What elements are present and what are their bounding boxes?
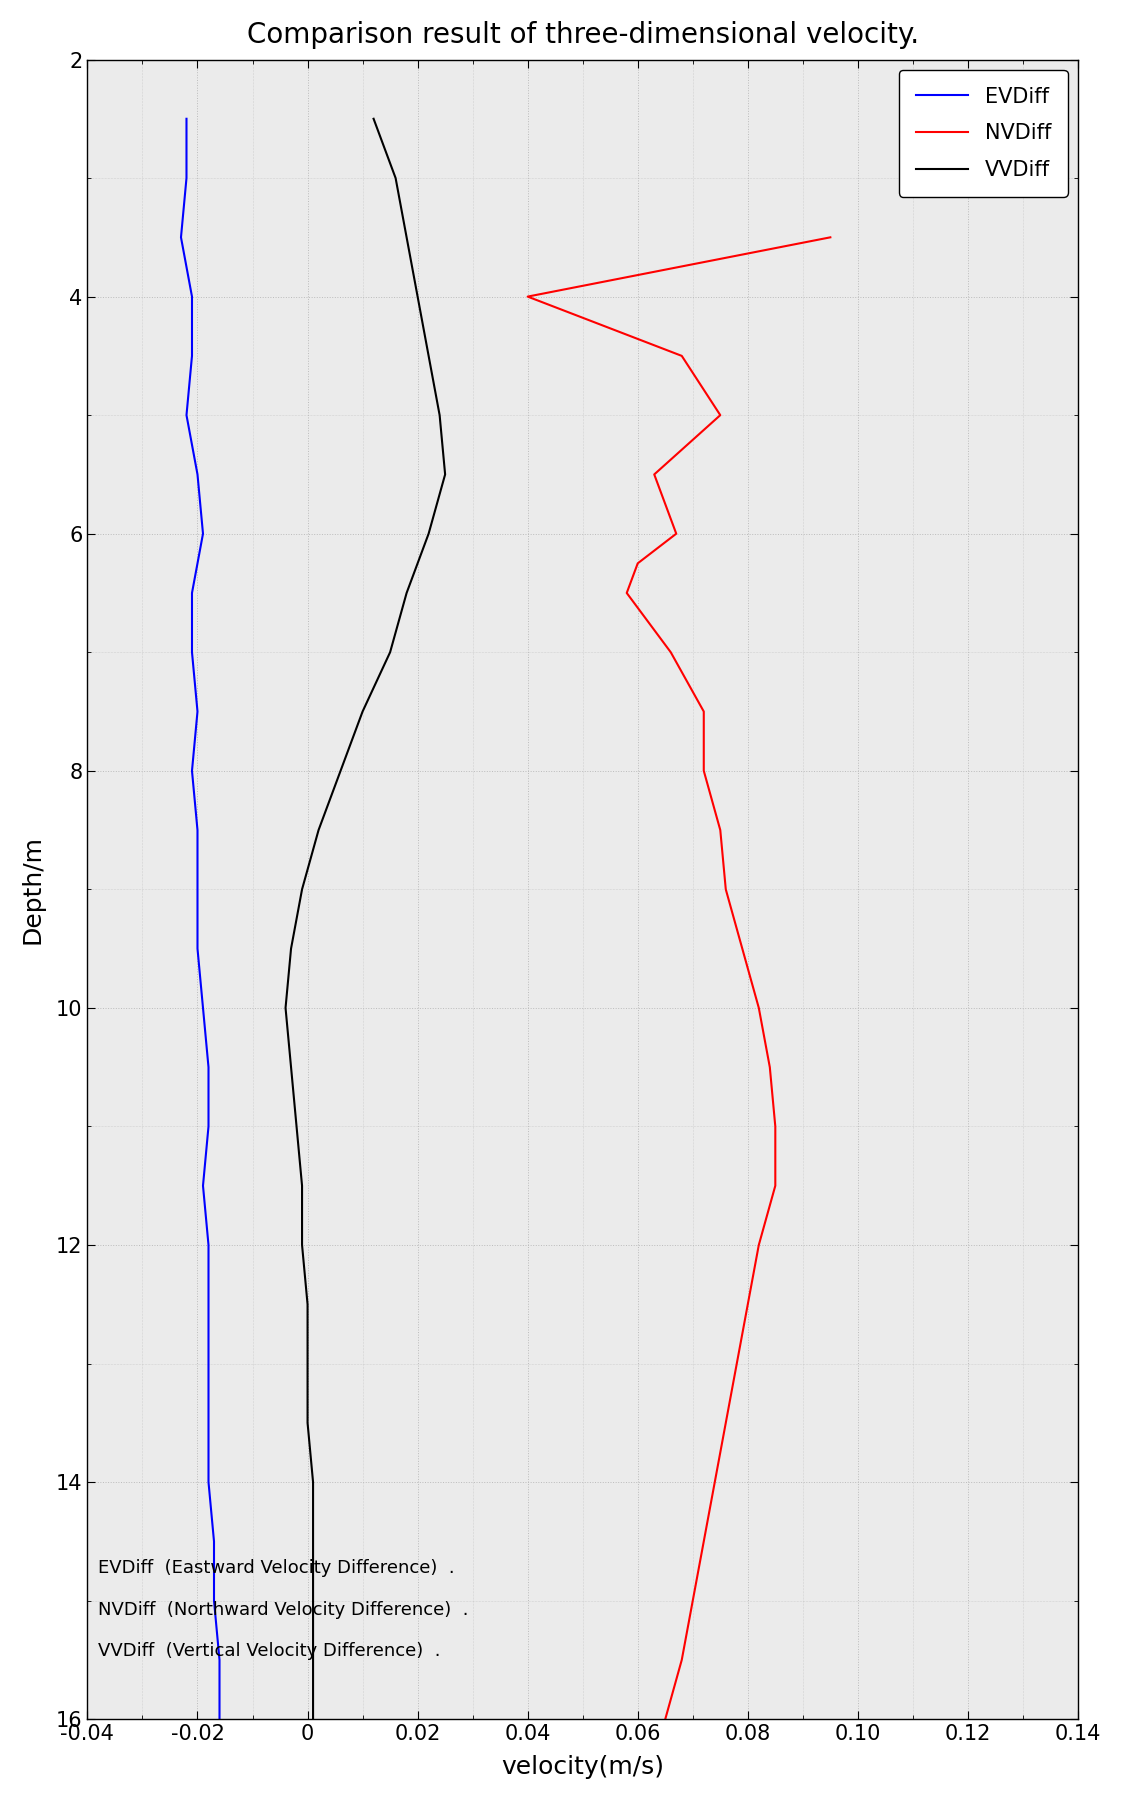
EVDiff (202, 1116, 215, 1138)
NVDiff (741, 1294, 754, 1316)
EVDiff (185, 641, 199, 662)
NVDiff (697, 700, 710, 722)
VVDiff (367, 108, 380, 130)
NVDiff (824, 227, 837, 248)
VVDiff (422, 522, 435, 544)
EVDiff (180, 167, 193, 189)
EVDiff (208, 1589, 221, 1611)
VVDiff (289, 1116, 303, 1138)
VVDiff (439, 464, 452, 486)
EVDiff (196, 997, 210, 1019)
NVDiff (620, 581, 634, 603)
NVDiff (697, 1530, 710, 1552)
EVDiff (208, 1530, 221, 1552)
VVDiff (399, 581, 413, 603)
EVDiff (202, 1235, 215, 1256)
Title: Comparison result of three-dimensional velocity.: Comparison result of three-dimensional v… (247, 22, 919, 49)
NVDiff (769, 1116, 782, 1138)
EVDiff (191, 938, 204, 959)
NVDiff (664, 641, 678, 662)
NVDiff (719, 878, 733, 900)
NVDiff (675, 1649, 689, 1670)
Text: NVDiff  (Northward Velocity Difference)  .: NVDiff (Northward Velocity Difference) . (99, 1600, 469, 1618)
Line: EVDiff: EVDiff (181, 119, 220, 1719)
NVDiff (675, 346, 689, 367)
X-axis label: velocity(m/s): velocity(m/s) (502, 1755, 664, 1778)
NVDiff (521, 286, 534, 308)
NVDiff (769, 1175, 782, 1197)
VVDiff (334, 760, 348, 781)
VVDiff (356, 700, 369, 722)
VVDiff (306, 1649, 320, 1670)
EVDiff (191, 464, 204, 486)
EVDiff (202, 1411, 215, 1433)
EVDiff (185, 581, 199, 603)
NVDiff (670, 522, 683, 544)
NVDiff (719, 1411, 733, 1433)
EVDiff (191, 700, 204, 722)
VVDiff (295, 1235, 309, 1256)
EVDiff (196, 522, 210, 544)
VVDiff (278, 997, 292, 1019)
EVDiff (202, 1354, 215, 1375)
VVDiff (433, 405, 447, 427)
NVDiff (714, 819, 727, 841)
VVDiff (284, 1057, 297, 1078)
EVDiff (202, 1294, 215, 1316)
EVDiff (185, 286, 199, 308)
NVDiff (686, 1589, 699, 1611)
VVDiff (422, 346, 435, 367)
NVDiff (659, 1708, 672, 1730)
EVDiff (196, 1175, 210, 1197)
EVDiff (180, 405, 193, 427)
VVDiff (295, 878, 309, 900)
EVDiff (185, 346, 199, 367)
Line: NVDiff: NVDiff (527, 238, 830, 1719)
VVDiff (306, 1708, 320, 1730)
NVDiff (631, 553, 644, 574)
VVDiff (306, 1530, 320, 1552)
EVDiff (180, 108, 193, 130)
NVDiff (763, 1057, 776, 1078)
NVDiff (647, 464, 661, 486)
NVDiff (697, 760, 710, 781)
EVDiff (185, 760, 199, 781)
NVDiff (730, 1354, 744, 1375)
VVDiff (301, 1294, 314, 1316)
Y-axis label: Depth/m: Depth/m (21, 835, 45, 943)
VVDiff (312, 819, 325, 841)
EVDiff (191, 878, 204, 900)
VVDiff (306, 1589, 320, 1611)
NVDiff (736, 938, 749, 959)
VVDiff (384, 641, 397, 662)
NVDiff (708, 1471, 721, 1492)
EVDiff (202, 1471, 215, 1492)
NVDiff (752, 997, 765, 1019)
Text: VVDiff  (Vertical Velocity Difference)  .: VVDiff (Vertical Velocity Difference) . (99, 1642, 441, 1660)
NVDiff (752, 1235, 765, 1256)
EVDiff (202, 1057, 215, 1078)
VVDiff (301, 1411, 314, 1433)
VVDiff (301, 1354, 314, 1375)
EVDiff (191, 819, 204, 841)
VVDiff (295, 1175, 309, 1197)
VVDiff (399, 227, 413, 248)
EVDiff (213, 1708, 227, 1730)
VVDiff (284, 938, 297, 959)
Legend: EVDiff, NVDiff, VVDiff: EVDiff, NVDiff, VVDiff (899, 70, 1067, 196)
Text: EVDiff  (Eastward Velocity Difference)  .: EVDiff (Eastward Velocity Difference) . (99, 1559, 456, 1577)
Line: VVDiff: VVDiff (285, 119, 445, 1719)
EVDiff (174, 227, 187, 248)
VVDiff (411, 286, 424, 308)
VVDiff (306, 1471, 320, 1492)
VVDiff (389, 167, 403, 189)
NVDiff (714, 405, 727, 427)
EVDiff (213, 1649, 227, 1670)
